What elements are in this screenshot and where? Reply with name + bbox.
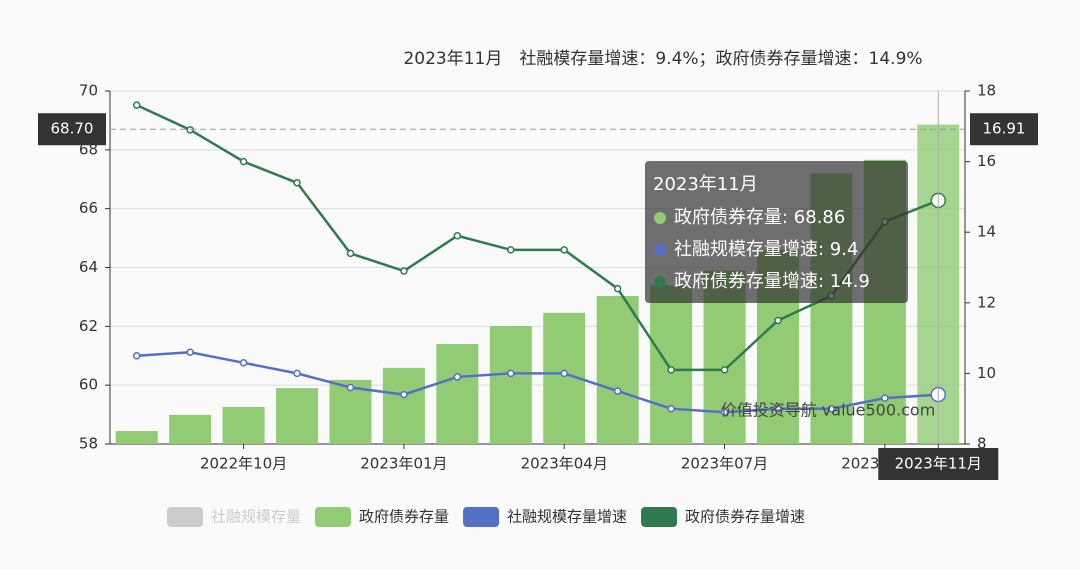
point <box>453 373 462 381</box>
bar <box>489 326 532 444</box>
point <box>132 352 141 360</box>
point <box>881 394 889 402</box>
x-tick-label: 2022年10月 <box>200 455 287 473</box>
line <box>136 350 939 414</box>
point <box>239 157 248 166</box>
tooltip-bg <box>645 161 908 303</box>
point <box>560 246 568 254</box>
point <box>507 369 515 378</box>
point <box>293 179 301 187</box>
y-tick-label: 58 <box>79 435 98 453</box>
y2-tick-label: 12 <box>977 293 996 311</box>
legend-icon <box>463 507 500 527</box>
bar <box>222 406 265 444</box>
point <box>667 366 675 374</box>
tooltip-title: 2023年11月 <box>653 174 758 195</box>
pointer-label-bg <box>970 113 1038 146</box>
point <box>239 359 248 367</box>
x-tick-label: 2023年04月 <box>521 455 608 473</box>
tooltip-dot <box>654 212 666 224</box>
point <box>720 408 729 416</box>
point <box>827 404 836 413</box>
point <box>186 126 194 134</box>
y-tick-label: 60 <box>79 376 98 394</box>
legend-icon <box>641 507 678 527</box>
watermark: 价值投资导航 value500.com <box>721 401 936 420</box>
y-tick-label: 64 <box>79 258 98 276</box>
point <box>720 366 729 374</box>
legend-label: 社融规模存量增速 <box>507 508 627 526</box>
legend-icon <box>167 507 203 527</box>
y2-tick-label: 16 <box>977 152 996 170</box>
point <box>400 390 408 399</box>
y-tick-label: 66 <box>79 199 98 217</box>
bar <box>169 414 212 444</box>
bar <box>596 296 639 444</box>
chart-title: 2023年11月 社融模存量增速：9.4%；政府债券存量增速：14.9% <box>403 49 922 69</box>
point <box>613 284 622 293</box>
pointer-label: 68.70 <box>51 120 94 138</box>
bar <box>650 285 693 444</box>
pointer-label: 2023年11月 <box>895 455 982 473</box>
legend-label: 社融规模存量 <box>211 508 301 526</box>
point <box>774 316 782 325</box>
legend-icon <box>315 507 352 527</box>
point <box>186 348 194 356</box>
pointer-label-bg <box>38 113 106 146</box>
tooltip-dot <box>654 244 666 256</box>
pointer-label: 16.91 <box>983 120 1026 138</box>
legend-label: 政府债券存量增速 <box>685 508 805 526</box>
tooltip-row: 社融规模存量增速: 9.4 <box>674 239 858 260</box>
tooltip-dot <box>654 276 666 288</box>
point <box>507 246 515 254</box>
point <box>346 249 355 258</box>
y-tick-label: 70 <box>79 82 98 100</box>
point <box>774 404 782 413</box>
y2-tick-label: 18 <box>977 82 996 100</box>
line <box>136 103 939 372</box>
pointer-label-bg <box>878 448 999 480</box>
point <box>400 267 408 275</box>
x-tick-label: 2023年01月 <box>360 455 447 473</box>
bar <box>115 431 158 444</box>
point <box>560 369 568 378</box>
bar <box>382 367 425 444</box>
point <box>453 231 462 240</box>
point <box>293 369 301 378</box>
bar <box>436 343 479 444</box>
point <box>132 101 141 109</box>
y2-tick-label: 10 <box>977 364 996 382</box>
point <box>613 387 622 395</box>
point <box>346 383 355 392</box>
point <box>667 404 675 413</box>
y2-tick-label: 8 <box>977 435 987 453</box>
y-tick-label: 62 <box>79 317 98 335</box>
x-tick-label: 2023年07月 <box>681 455 768 473</box>
bar <box>276 388 319 444</box>
tooltip-row: 政府债券存量增速: 14.9 <box>674 271 870 292</box>
y2-tick-label: 14 <box>977 223 996 241</box>
tooltip-row: 政府债券存量: 68.86 <box>674 207 845 228</box>
legend-label: 政府债券存量 <box>359 508 449 526</box>
